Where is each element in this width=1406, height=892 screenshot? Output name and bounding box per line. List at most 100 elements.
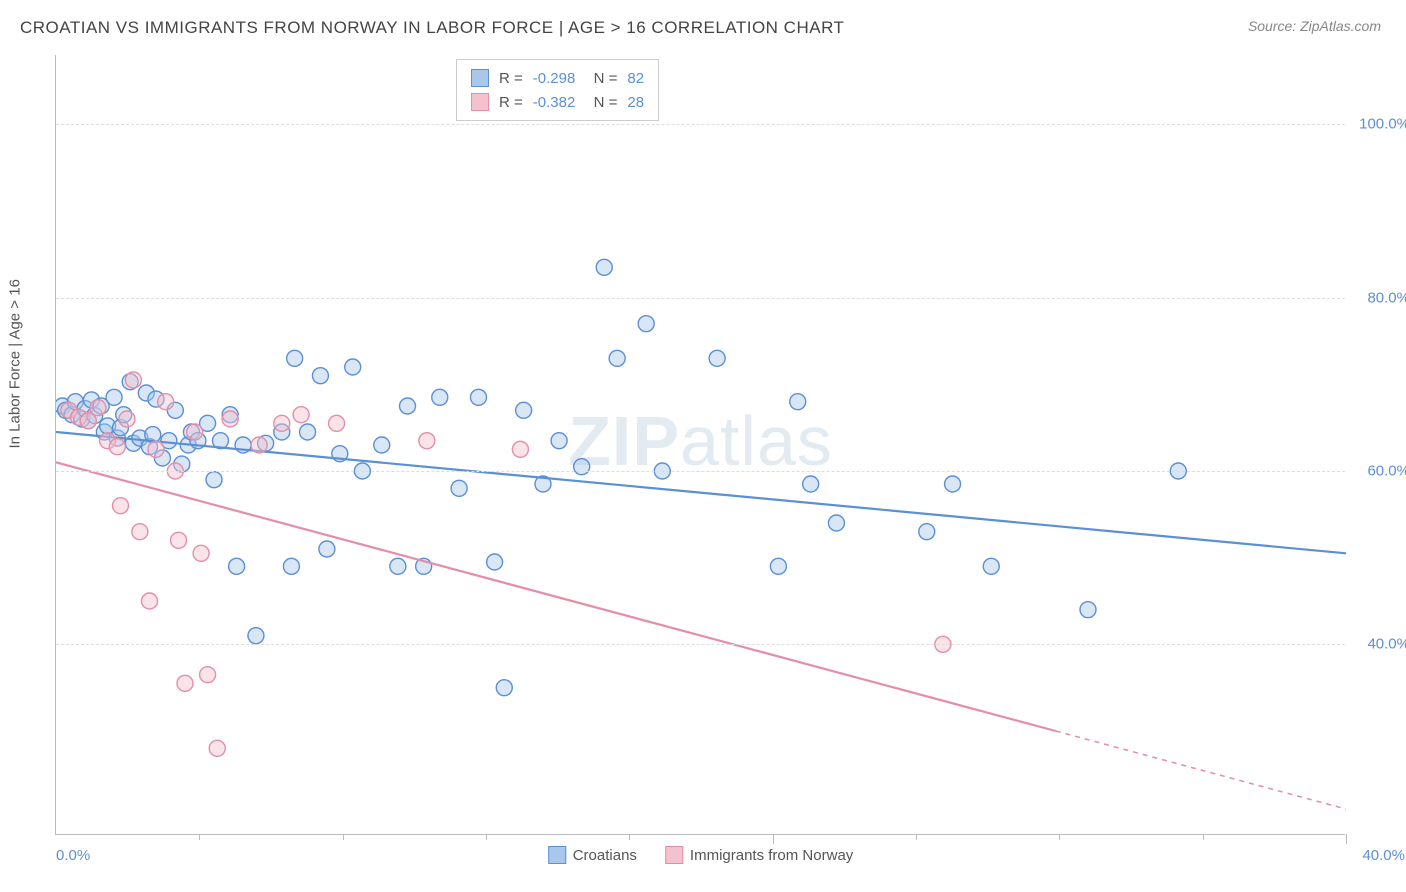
x-tick: [1203, 834, 1204, 840]
data-point: [132, 524, 148, 540]
data-point: [574, 459, 590, 475]
data-point: [770, 558, 786, 574]
data-point: [790, 394, 806, 410]
data-point: [551, 433, 567, 449]
data-point: [142, 593, 158, 609]
data-point: [329, 415, 345, 431]
legend-label-1: Immigrants from Norway: [690, 847, 853, 864]
x-tick: [486, 834, 487, 840]
data-point: [432, 389, 448, 405]
correlation-legend: R = -0.298 N = 82 R = -0.382 N = 28: [456, 59, 659, 121]
data-point: [512, 441, 528, 457]
data-point: [496, 680, 512, 696]
source-attribution: Source: ZipAtlas.com: [1248, 18, 1381, 34]
data-point: [596, 259, 612, 275]
y-tick-label: 80.0%: [1350, 289, 1406, 306]
data-point: [300, 424, 316, 440]
data-point: [487, 554, 503, 570]
data-point: [177, 675, 193, 691]
data-point: [983, 558, 999, 574]
chart-title: CROATIAN VS IMMIGRANTS FROM NORWAY IN LA…: [20, 18, 844, 38]
corr-n-label: N =: [585, 94, 617, 111]
data-point: [109, 439, 125, 455]
series-legend: Croatians Immigrants from Norway: [548, 846, 854, 864]
y-tick-label: 100.0%: [1350, 116, 1406, 133]
data-point: [119, 411, 135, 427]
data-point: [187, 424, 203, 440]
data-point: [400, 398, 416, 414]
corr-n-1: 28: [627, 94, 644, 111]
data-point: [419, 433, 435, 449]
plot-area: ZIPatlas R = -0.298 N = 82 R = -0.382 N …: [55, 55, 1345, 835]
data-point: [251, 437, 267, 453]
data-point: [274, 415, 290, 431]
legend-item-0: Croatians: [548, 846, 637, 864]
trend-line-solid: [56, 462, 1056, 731]
data-point: [516, 402, 532, 418]
data-point: [125, 372, 141, 388]
gridline: [56, 644, 1345, 645]
data-point: [209, 740, 225, 756]
corr-row-1: R = -0.382 N = 28: [471, 90, 644, 114]
y-axis-label: In Labor Force | Age > 16: [7, 279, 24, 448]
corr-n-0: 82: [627, 70, 644, 87]
chart-svg: [56, 55, 1346, 835]
data-point: [345, 359, 361, 375]
y-tick-label: 60.0%: [1350, 463, 1406, 480]
corr-r-label: R =: [499, 94, 523, 111]
data-point: [113, 498, 129, 514]
data-point: [470, 389, 486, 405]
data-point: [158, 394, 174, 410]
gridline: [56, 124, 1345, 125]
data-point: [171, 532, 187, 548]
data-point: [90, 400, 106, 416]
data-point: [919, 524, 935, 540]
corr-r-label: R =: [499, 70, 523, 87]
data-point: [287, 350, 303, 366]
trend-line-solid: [56, 432, 1346, 553]
data-point: [106, 389, 122, 405]
legend-item-1: Immigrants from Norway: [665, 846, 853, 864]
data-point: [319, 541, 335, 557]
trend-line-dashed: [1056, 731, 1346, 809]
x-axis-end-label: 40.0%: [1362, 847, 1405, 864]
data-point: [945, 476, 961, 492]
x-tick: [1346, 834, 1347, 844]
data-point: [803, 476, 819, 492]
x-tick: [343, 834, 344, 840]
swatch-croatians: [471, 69, 489, 87]
data-point: [283, 558, 299, 574]
gridline: [56, 471, 1345, 472]
data-point: [200, 667, 216, 683]
data-point: [148, 441, 164, 457]
legend-swatch-croatians: [548, 846, 566, 864]
data-point: [193, 545, 209, 561]
corr-n-label: N =: [585, 70, 617, 87]
data-point: [609, 350, 625, 366]
gridline: [56, 298, 1345, 299]
swatch-norway: [471, 93, 489, 111]
data-point: [374, 437, 390, 453]
data-point: [206, 472, 222, 488]
corr-r-0: -0.298: [533, 70, 576, 87]
x-tick: [199, 834, 200, 840]
data-point: [248, 628, 264, 644]
data-point: [229, 558, 245, 574]
x-tick: [773, 834, 774, 844]
data-point: [828, 515, 844, 531]
data-point: [451, 480, 467, 496]
y-tick-label: 40.0%: [1350, 636, 1406, 653]
corr-r-1: -0.382: [533, 94, 576, 111]
x-tick: [629, 834, 630, 840]
data-point: [1080, 602, 1096, 618]
data-point: [222, 411, 238, 427]
corr-row-0: R = -0.298 N = 82: [471, 66, 644, 90]
x-tick: [916, 834, 917, 840]
data-point: [638, 316, 654, 332]
data-point: [709, 350, 725, 366]
data-point: [390, 558, 406, 574]
data-point: [312, 368, 328, 384]
legend-swatch-norway: [665, 846, 683, 864]
x-tick: [1059, 834, 1060, 840]
data-point: [293, 407, 309, 423]
